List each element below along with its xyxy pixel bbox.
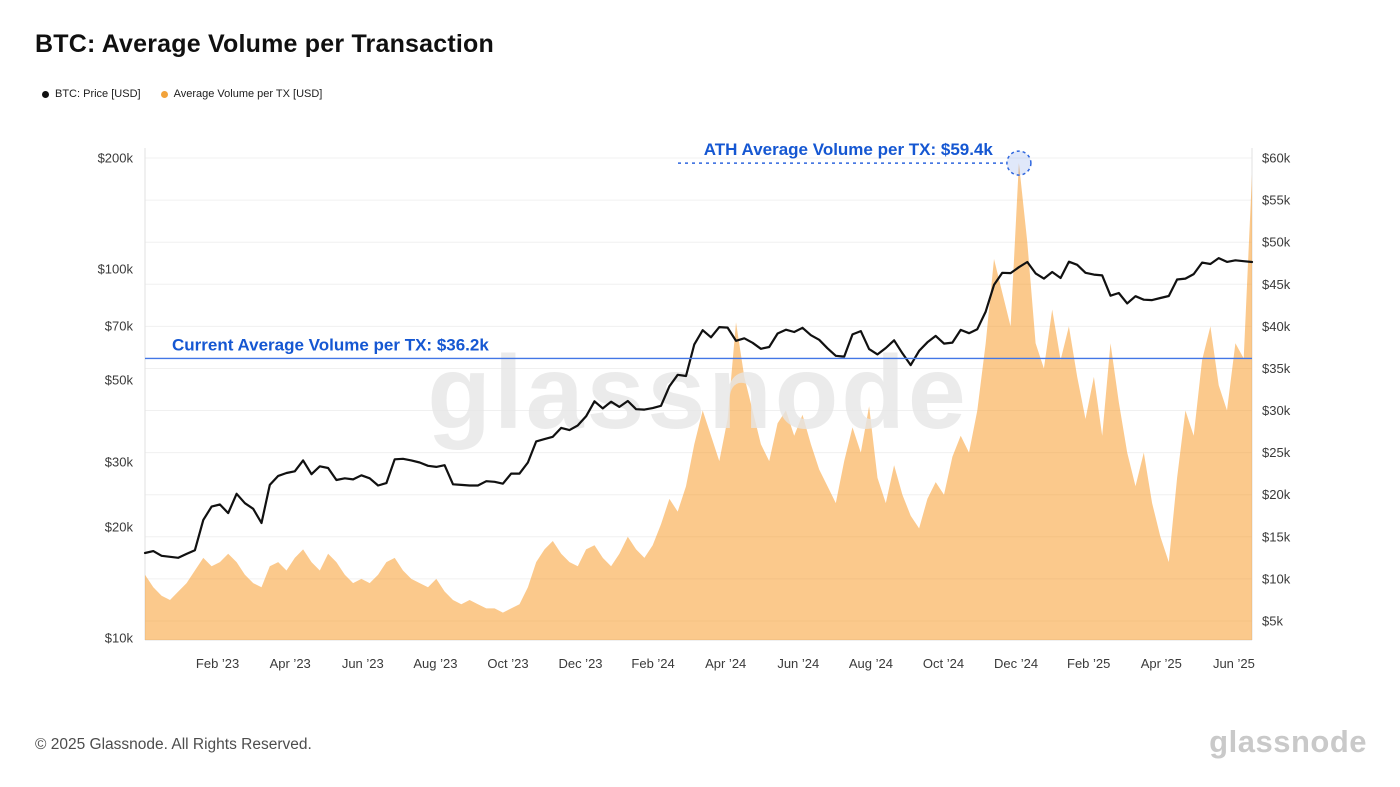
glassnode-watermark: glassnode [427,335,968,451]
right-axis-tick: $15k [1262,529,1291,544]
price-line-series[interactable] [143,257,1254,559]
chart-legend: BTC: Price [USD] Average Volume per TX [… [42,88,322,100]
left-axis-tick: $50k [105,373,134,388]
legend-price-label: BTC: Price [USD] [55,88,141,100]
right-axis-tick: $50k [1262,235,1291,250]
price-series-dot-icon [42,90,49,98]
ath-marker-circle[interactable] [1006,150,1032,176]
left-axis-tick: $70k [105,319,134,334]
right-axis-tick: $25k [1262,445,1291,460]
left-axis-tick: $100k [98,262,134,277]
right-axis-tick: $30k [1262,403,1291,418]
x-axis-tick: Aug ’23 [413,656,457,671]
glassnode-logo: glassnode [1209,724,1367,759]
legend-item-btc-price[interactable]: BTC: Price [USD] [42,88,141,100]
right-axis-tick: $20k [1262,487,1291,502]
right-axis-tick: $45k [1262,277,1291,292]
x-axis-tick: Feb ’24 [631,656,674,671]
copyright-text: © 2025 Glassnode. All Rights Reserved. [35,736,312,753]
volume-series-dot-icon [160,90,168,98]
x-axis-tick: Oct ’23 [487,656,528,671]
x-axis-tick: Feb ’25 [1067,656,1110,671]
legend-item-avg-volume[interactable]: Average Volume per TX [USD] [160,88,323,100]
x-axis-tick: Jun ’24 [777,656,819,671]
page-title: BTC: Average Volume per Transaction [35,30,494,58]
x-axis-tick: Oct ’24 [923,656,964,671]
left-axis-tick: $20k [105,519,134,534]
x-axis-tick: Jun ’23 [342,656,384,671]
x-axis-tick: Feb ’23 [196,656,239,671]
x-axis-tick: Apr ’25 [1141,656,1182,671]
x-axis-tick: Apr ’24 [705,656,746,671]
right-axis-tick: $10k [1262,571,1291,586]
legend-volume-label: Average Volume per TX [USD] [173,88,323,100]
right-axis-tick: $55k [1262,193,1291,208]
x-axis-tick: Dec ’23 [558,656,602,671]
left-axis-tick: $200k [98,151,134,166]
x-axis-tick: Jun ’25 [1213,656,1255,671]
right-axis-tick: $5k [1262,614,1283,629]
volume-area-series[interactable] [145,163,1252,640]
current-annotation-label: Current Average Volume per TX: $36.2k [172,335,489,354]
right-axis-tick: $35k [1262,361,1291,376]
ath-annotation-label: ATH Average Volume per TX: $59.4k [704,140,994,159]
left-axis-tick: $10k [105,631,134,646]
left-axis-tick: $30k [105,455,134,470]
x-axis-tick: Aug ’24 [849,656,893,671]
x-axis-tick: Dec ’24 [994,656,1038,671]
x-axis-tick: Apr ’23 [270,656,311,671]
right-axis-tick: $60k [1262,151,1291,166]
right-axis-tick: $40k [1262,319,1291,334]
